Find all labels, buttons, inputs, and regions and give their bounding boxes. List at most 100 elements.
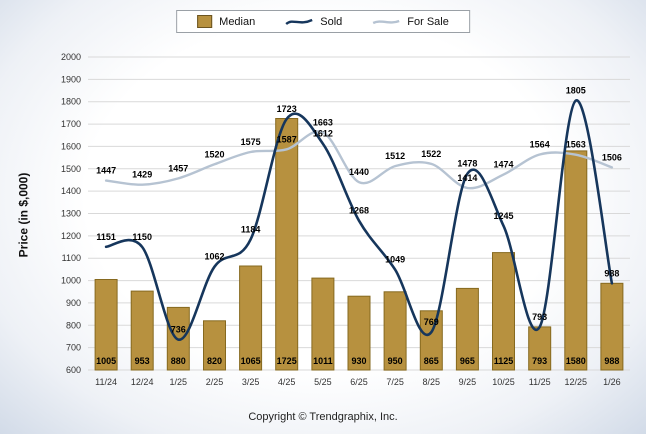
for-sale-value-label: 1429 xyxy=(132,170,152,180)
for-sale-line xyxy=(104,130,614,190)
median-value-label: 865 xyxy=(424,356,439,366)
y-tick-label: 900 xyxy=(66,298,81,308)
median-swatch xyxy=(197,15,213,28)
y-tick-label: 1600 xyxy=(61,141,81,151)
median-value-label: 988 xyxy=(604,356,619,366)
for-sale-value-label: 1564 xyxy=(530,140,550,150)
for-sale-value-label: 1457 xyxy=(168,163,188,173)
y-tick-label: 2000 xyxy=(61,52,81,62)
y-tick-label: 1500 xyxy=(61,164,81,174)
legend-item-sold: Sold xyxy=(285,16,342,28)
median-bar xyxy=(347,295,371,371)
sold-value-label: 1478 xyxy=(457,159,477,169)
median-value-label: 793 xyxy=(532,356,547,366)
x-tick-label: 3/25 xyxy=(242,377,260,387)
median-bar xyxy=(94,279,118,371)
y-axis-title: Price (in $,000) xyxy=(16,172,30,258)
x-tick-label: 7/25 xyxy=(386,377,404,387)
median-value-label: 880 xyxy=(171,356,186,366)
sold-value-label: 1049 xyxy=(385,255,405,265)
for-sale-value-label: 1520 xyxy=(204,149,224,159)
median-value-label: 930 xyxy=(351,356,366,366)
sold-value-label: 988 xyxy=(604,268,619,278)
x-tick-label: 8/25 xyxy=(423,377,441,387)
sold-line xyxy=(104,99,614,341)
sold-value-label: 1151 xyxy=(96,232,116,242)
median-bar xyxy=(275,118,299,371)
sold-value-label: 1805 xyxy=(566,86,586,96)
for-sale-swatch-icon xyxy=(372,19,400,24)
for-sale-value-label: 1522 xyxy=(421,149,441,159)
x-tick-label: 4/25 xyxy=(278,377,296,387)
x-tick-label: 12/25 xyxy=(565,377,588,387)
sold-value-label: 1150 xyxy=(132,232,152,242)
x-tick-label: 12/24 xyxy=(131,377,154,387)
for-sale-value-label: 1575 xyxy=(241,137,261,147)
sold-value-label: 1612 xyxy=(313,129,333,139)
x-tick-label: 11/25 xyxy=(529,377,551,387)
for-sale-value-label: 1506 xyxy=(602,152,622,162)
for-sale-value-label: 1447 xyxy=(96,166,116,176)
x-tick-label: 9/25 xyxy=(459,377,477,387)
x-tick-label: 1/25 xyxy=(170,377,188,387)
for-sale-value-label: 1414 xyxy=(457,173,477,183)
for-sale-value-label: 1440 xyxy=(349,167,369,177)
x-tick-label: 11/24 xyxy=(95,377,117,387)
sold-swatch-icon xyxy=(285,18,313,25)
median-value-label: 1065 xyxy=(241,356,261,366)
copyright-text: Copyright © Trendgraphix, Inc. xyxy=(248,411,398,423)
median-value-label: 950 xyxy=(388,356,403,366)
sold-value-label: 1268 xyxy=(349,206,369,216)
median-value-label: 1125 xyxy=(494,356,514,366)
y-tick-label: 1100 xyxy=(62,253,81,263)
sold-value-label: 736 xyxy=(171,325,186,335)
for-sale-value-label: 1512 xyxy=(385,151,405,161)
median-value-label: 1580 xyxy=(566,356,586,366)
median-bar xyxy=(492,252,515,371)
median-value-label: 820 xyxy=(207,356,222,366)
x-tick-label: 2/25 xyxy=(206,377,224,387)
y-tick-label: 1700 xyxy=(61,119,81,129)
legend-label-median: Median xyxy=(219,15,256,28)
sold-value-label: 793 xyxy=(532,312,547,322)
median-bar xyxy=(130,290,154,371)
for-sale-value-label: 1587 xyxy=(277,134,297,144)
y-tick-label: 1000 xyxy=(61,276,81,286)
median-value-label: 953 xyxy=(135,356,150,366)
median-bar xyxy=(239,265,263,371)
x-tick-label: 5/25 xyxy=(314,377,332,387)
median-bar xyxy=(311,277,335,371)
legend-label-for-sale: For Sale xyxy=(407,15,449,28)
y-tick-label: 1300 xyxy=(61,209,81,219)
chart-legend: Median Sold For Sale xyxy=(176,10,470,33)
for-sale-value-label: 1474 xyxy=(493,160,513,170)
median-value-label: 1011 xyxy=(313,356,333,366)
sold-value-label: 1184 xyxy=(241,224,261,234)
median-bar xyxy=(564,150,588,371)
median-bar xyxy=(383,291,407,371)
x-tick-label: 6/25 xyxy=(350,377,368,387)
sold-value-label: 1245 xyxy=(493,211,513,221)
y-tick-label: 1400 xyxy=(61,186,81,196)
y-tick-label: 1800 xyxy=(61,97,81,107)
y-tick-label: 700 xyxy=(66,343,81,353)
median-value-label: 1005 xyxy=(96,356,116,366)
y-tick-label: 800 xyxy=(66,320,81,330)
sold-value-label: 1062 xyxy=(204,252,224,262)
median-bar xyxy=(203,320,226,371)
x-tick-label: 10/25 xyxy=(492,377,515,387)
median-bar xyxy=(419,310,443,371)
sold-value-label: 1723 xyxy=(277,104,297,114)
median-bar xyxy=(455,287,479,371)
y-tick-label: 600 xyxy=(66,365,81,375)
legend-label-sold: Sold xyxy=(320,15,343,28)
for-sale-value-label: 1663 xyxy=(313,117,333,127)
sold-value-label: 769 xyxy=(424,317,439,327)
x-tick-label: 1/26 xyxy=(603,377,621,387)
median-value-label: 965 xyxy=(460,356,475,366)
legend-item-for-sale: For Sale xyxy=(372,16,449,28)
y-tick-label: 1200 xyxy=(61,231,81,241)
y-tick-label: 1900 xyxy=(61,74,81,84)
